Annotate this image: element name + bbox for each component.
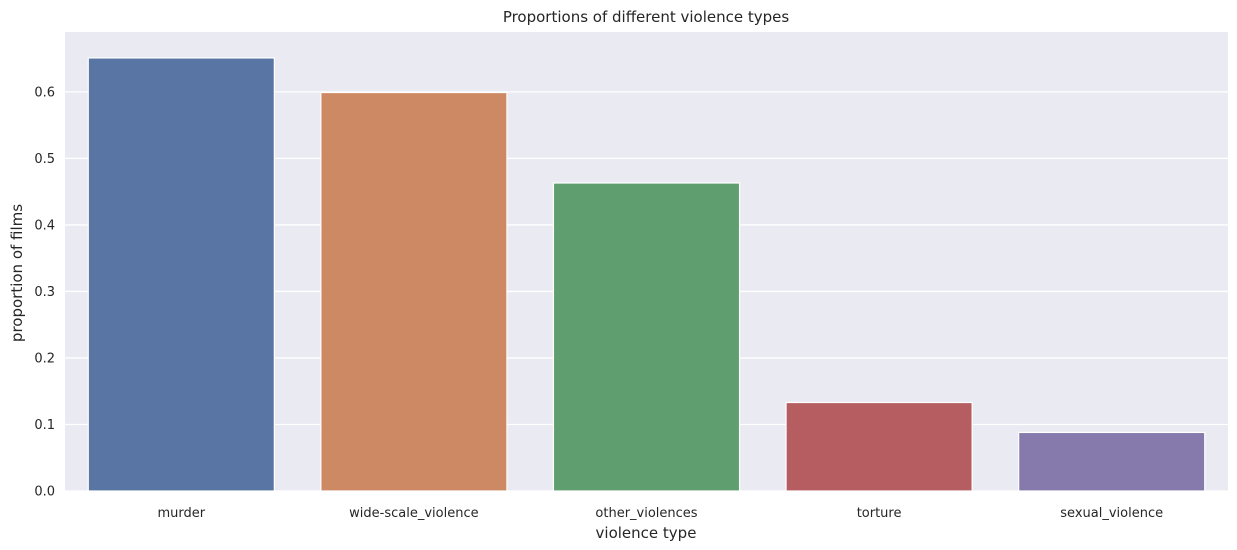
y-tick-label: 0.0 bbox=[34, 485, 55, 500]
bar-murder bbox=[87, 57, 275, 492]
bars-group bbox=[87, 57, 1206, 492]
bar-other_violences bbox=[552, 182, 741, 492]
x-axis-label: violence type bbox=[596, 524, 697, 542]
chart-title: Proportions of different violence types bbox=[503, 8, 790, 26]
y-tick-label: 0.3 bbox=[34, 285, 55, 300]
y-tick-label: 0.1 bbox=[34, 418, 55, 433]
y-axis-ticks: 0.0 0.1 0.2 0.3 0.4 0.5 0.6 bbox=[34, 85, 55, 499]
y-tick-label: 0.2 bbox=[34, 351, 55, 366]
x-tick-label: murder bbox=[157, 506, 205, 521]
x-tick-label: wide-scale_violence bbox=[349, 506, 478, 521]
y-axis-label: proportion of films bbox=[8, 204, 26, 342]
bar-sexual_violence bbox=[1018, 431, 1206, 492]
bar-wide-scale_violence bbox=[320, 91, 508, 492]
bar-torture bbox=[785, 401, 973, 492]
y-tick-label: 0.4 bbox=[34, 218, 55, 233]
x-axis-ticks: murder wide-scale_violence other_violences… bbox=[157, 506, 1163, 521]
x-tick-label: torture bbox=[857, 506, 902, 521]
x-tick-label: other_violences bbox=[595, 506, 697, 521]
y-tick-label: 0.5 bbox=[34, 152, 55, 167]
y-tick-label: 0.6 bbox=[34, 85, 55, 100]
x-tick-label: sexual_violence bbox=[1060, 506, 1163, 521]
